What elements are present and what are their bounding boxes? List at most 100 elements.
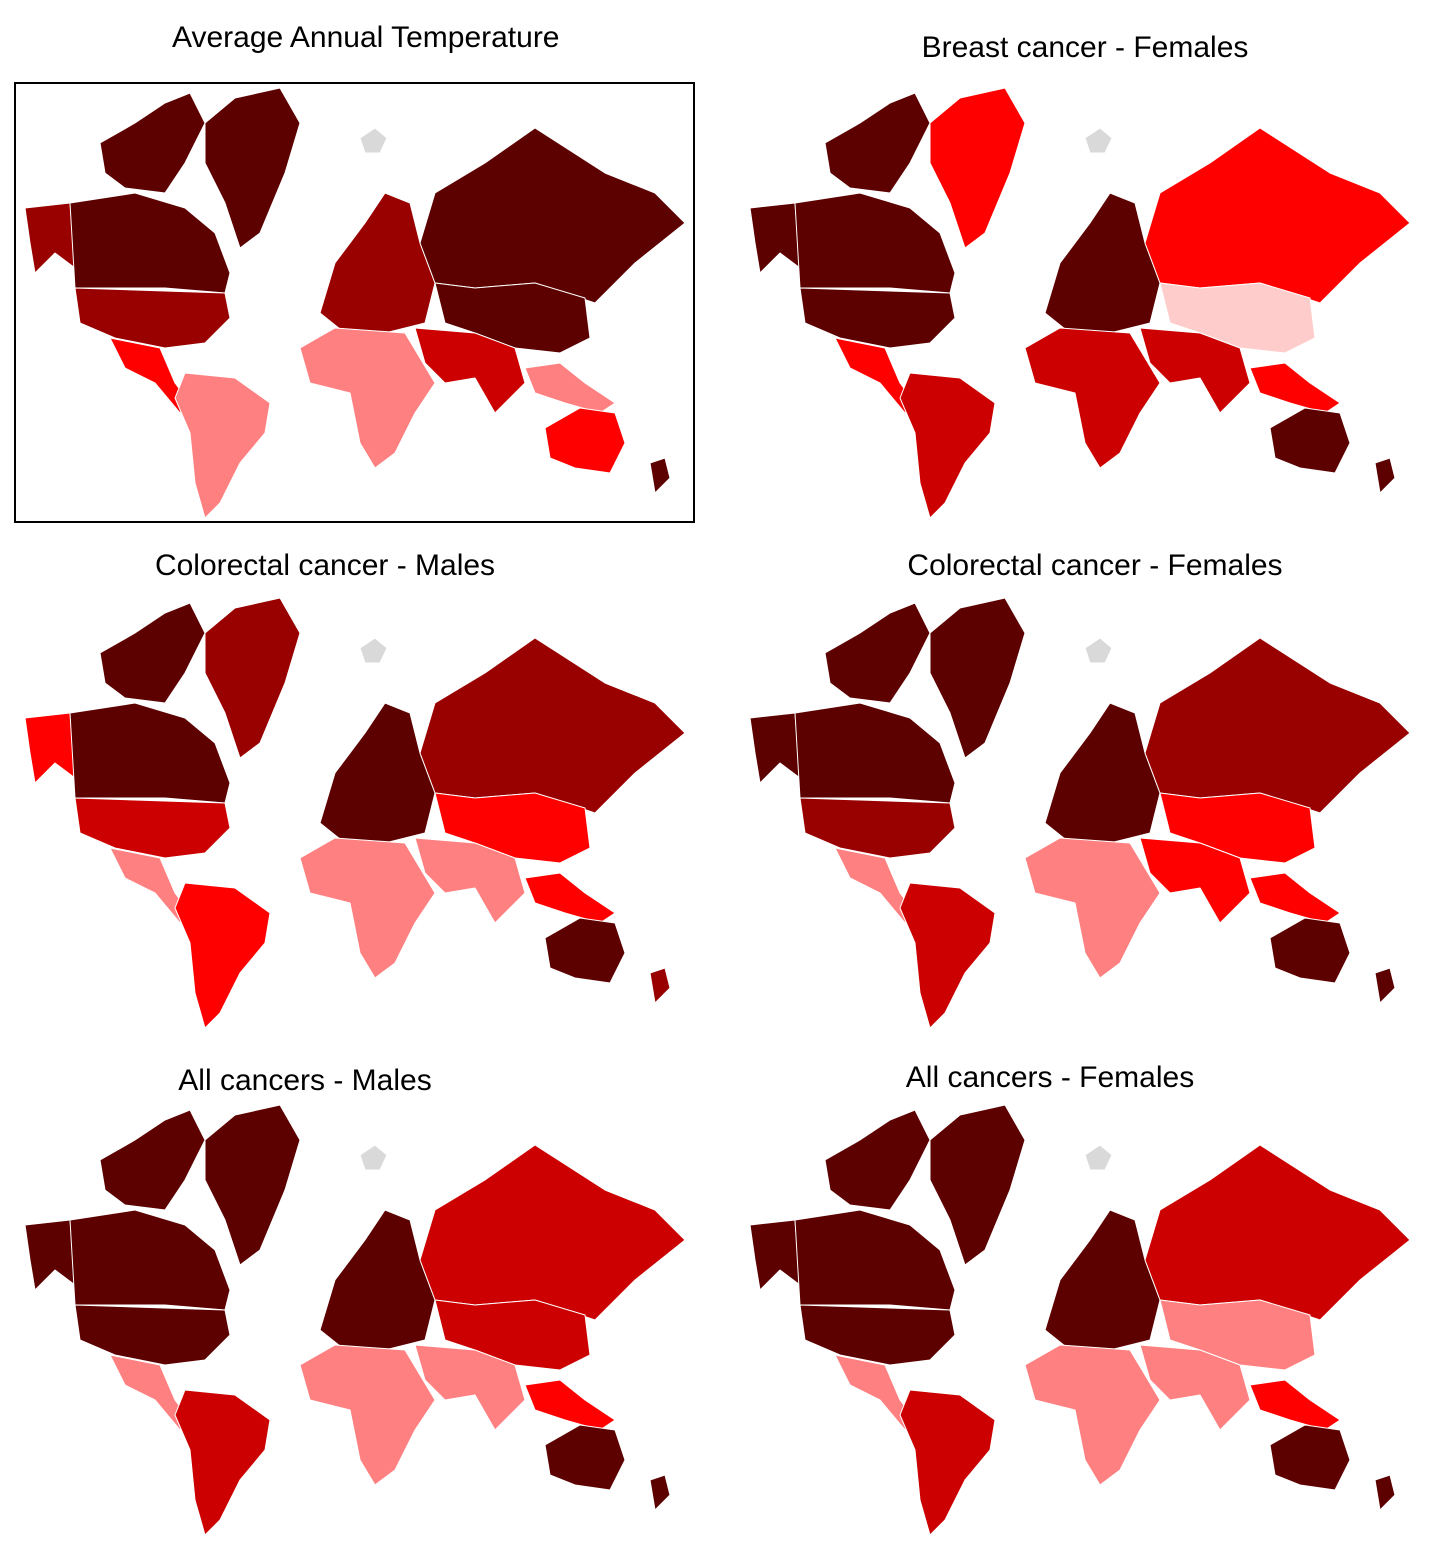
region bbox=[414, 327, 526, 414]
region bbox=[174, 1389, 271, 1536]
region bbox=[24, 1219, 76, 1291]
region bbox=[1144, 1144, 1411, 1321]
world-map bbox=[749, 87, 1411, 519]
region bbox=[749, 712, 801, 784]
region bbox=[1044, 702, 1161, 844]
region bbox=[794, 192, 956, 294]
region bbox=[24, 202, 76, 274]
region bbox=[524, 1379, 616, 1431]
region bbox=[1159, 792, 1316, 864]
world-map bbox=[749, 1104, 1411, 1536]
world-map bbox=[24, 87, 686, 519]
panel-title: Colorectal cancer - Females bbox=[907, 549, 1282, 582]
panel-title: All cancers - Males bbox=[178, 1064, 431, 1097]
region bbox=[1159, 1299, 1316, 1371]
region bbox=[1269, 407, 1351, 474]
region bbox=[1269, 1424, 1351, 1491]
region bbox=[899, 882, 996, 1029]
region bbox=[204, 1104, 301, 1266]
region bbox=[1159, 282, 1316, 354]
region bbox=[544, 917, 626, 984]
region bbox=[649, 457, 671, 494]
panel-title: Colorectal cancer - Males bbox=[155, 549, 495, 582]
region bbox=[1144, 127, 1411, 304]
region bbox=[204, 87, 301, 249]
region bbox=[899, 372, 996, 519]
region bbox=[434, 792, 591, 864]
region bbox=[319, 1209, 436, 1351]
region bbox=[1024, 837, 1161, 979]
region bbox=[1374, 967, 1396, 1004]
region bbox=[299, 837, 436, 979]
region bbox=[929, 87, 1026, 249]
region bbox=[74, 287, 231, 349]
region bbox=[929, 597, 1026, 759]
region bbox=[824, 1109, 931, 1211]
region bbox=[544, 407, 626, 474]
region bbox=[929, 1104, 1026, 1266]
panel-title: Average Annual Temperature bbox=[172, 21, 560, 54]
panel-title: All cancers - Females bbox=[906, 1061, 1194, 1094]
region bbox=[799, 287, 956, 349]
region bbox=[1139, 327, 1251, 414]
region bbox=[1044, 192, 1161, 334]
region bbox=[99, 1109, 206, 1211]
region bbox=[359, 637, 388, 664]
world-map bbox=[24, 597, 686, 1029]
region bbox=[1374, 1474, 1396, 1511]
region bbox=[1024, 1344, 1161, 1486]
region bbox=[299, 1344, 436, 1486]
region bbox=[1144, 637, 1411, 814]
world-map bbox=[24, 1104, 686, 1536]
region bbox=[414, 1344, 526, 1431]
region bbox=[794, 702, 956, 804]
region bbox=[299, 327, 436, 469]
region bbox=[434, 282, 591, 354]
region bbox=[1269, 917, 1351, 984]
region bbox=[524, 362, 616, 414]
world-map bbox=[749, 597, 1411, 1029]
panel-frame bbox=[14, 82, 695, 523]
region bbox=[204, 597, 301, 759]
region bbox=[649, 967, 671, 1004]
region bbox=[69, 702, 231, 804]
region bbox=[1139, 837, 1251, 924]
region bbox=[1044, 1209, 1161, 1351]
region bbox=[319, 192, 436, 334]
region bbox=[1249, 1379, 1341, 1431]
region bbox=[799, 797, 956, 859]
region bbox=[414, 837, 526, 924]
region bbox=[524, 872, 616, 924]
region bbox=[824, 602, 931, 704]
region bbox=[1249, 362, 1341, 414]
region bbox=[749, 1219, 801, 1291]
region bbox=[544, 1424, 626, 1491]
region bbox=[1084, 1144, 1113, 1171]
region bbox=[649, 1474, 671, 1511]
region bbox=[419, 637, 686, 814]
region bbox=[359, 127, 388, 154]
region bbox=[174, 372, 271, 519]
region bbox=[1084, 127, 1113, 154]
region bbox=[69, 1209, 231, 1311]
region bbox=[824, 92, 931, 194]
region bbox=[434, 1299, 591, 1371]
region bbox=[794, 1209, 956, 1311]
region bbox=[24, 712, 76, 784]
region bbox=[799, 1304, 956, 1366]
region bbox=[69, 192, 231, 294]
region bbox=[899, 1389, 996, 1536]
region bbox=[1249, 872, 1341, 924]
region bbox=[1139, 1344, 1251, 1431]
region bbox=[359, 1144, 388, 1171]
region bbox=[419, 127, 686, 304]
region bbox=[99, 602, 206, 704]
region bbox=[319, 702, 436, 844]
region bbox=[99, 92, 206, 194]
region bbox=[749, 202, 801, 274]
region bbox=[74, 797, 231, 859]
region bbox=[74, 1304, 231, 1366]
region bbox=[419, 1144, 686, 1321]
